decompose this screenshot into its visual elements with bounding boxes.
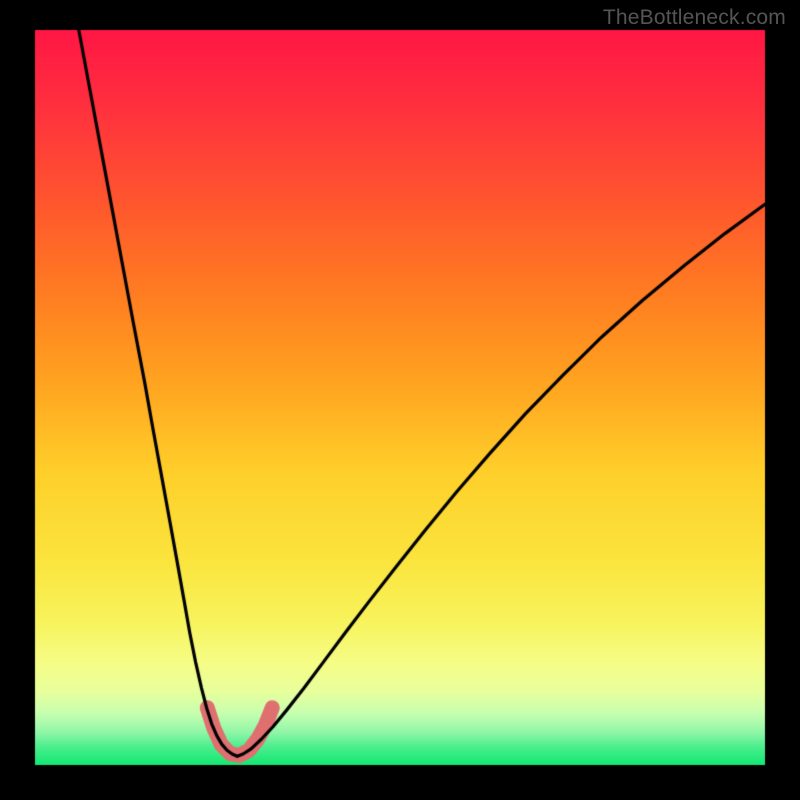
chart-stage: TheBottleneck.com — [0, 0, 800, 800]
bottleneck-curve-chart — [0, 0, 800, 800]
